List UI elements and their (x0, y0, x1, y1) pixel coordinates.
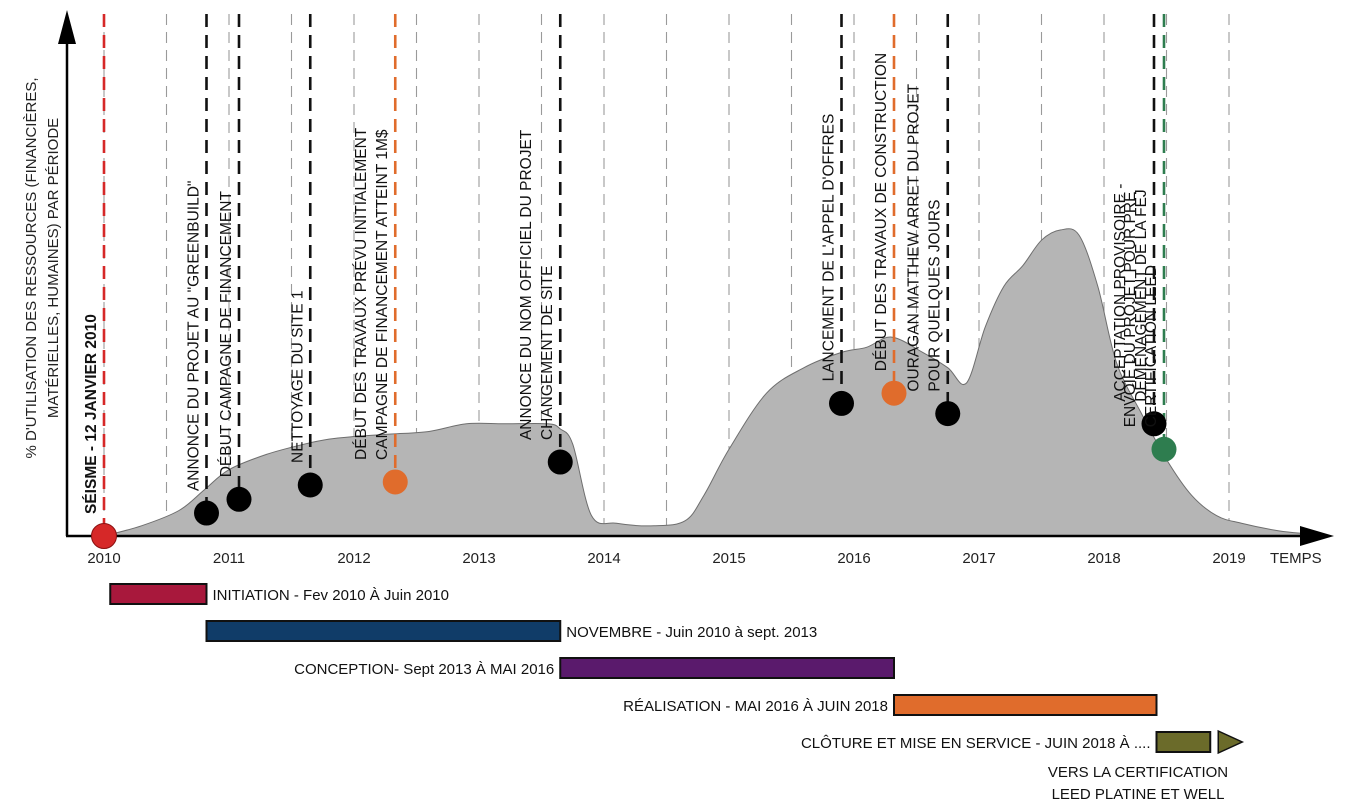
phase-arrow (1217, 729, 1245, 755)
phase-bar (1155, 731, 1212, 753)
event-marker (194, 500, 219, 526)
event-label: OURAGAN MATTHEW ARRET DU PROJET (906, 83, 923, 391)
phase-label: CONCEPTION- Sept 2013 À MAI 2016 (294, 661, 554, 678)
phase-label: NOVEMBRE - Juin 2010 à sept. 2013 (566, 624, 817, 641)
x-tick-label: 2019 (1212, 550, 1245, 567)
phase-bar (205, 620, 562, 642)
final-note-line: LEED PLATINE ET WELL (1052, 786, 1225, 803)
event-marker (382, 469, 408, 495)
phase-label: RÉALISATION - MAI 2016 À JUIN 2018 (623, 698, 888, 715)
event-label: ANNONCE DU PROJET AU "GREENBUILD" (186, 181, 203, 491)
phase-bar (559, 657, 895, 679)
event-marker (547, 449, 573, 475)
phase-bar (893, 694, 1158, 716)
event-label: CHANGEMENT DE SITE (539, 266, 556, 441)
event-label: SÉISME - 12 JANVIER 2010 (83, 314, 100, 514)
event-marker (881, 380, 907, 406)
event-label: ENVOIE DU PROJET POUR PRÉ (1122, 192, 1139, 428)
final-note: VERS LA CERTIFICATION LEED PLATINE ET WEL… (1048, 764, 1228, 803)
event-label: DÉBUT DES TRAVAUX DE CONSTRUCTION (873, 53, 890, 371)
event-marker (226, 486, 252, 512)
y-axis-label-line: MATÉRIELLES, HUMAINES) PAR PÉRIODE (45, 118, 62, 418)
event-marker (91, 523, 117, 549)
event-lines (102, 14, 1166, 536)
event-marker (829, 390, 854, 416)
event-marker (1141, 411, 1167, 437)
x-axis-label: TEMPS (1270, 550, 1322, 567)
resource-usage-area (103, 228, 1305, 537)
x-tick-label: 2010 (87, 550, 120, 567)
phase-label: CLÔTURE ET MISE EN SERVICE - JUIN 2018 À… (801, 735, 1151, 752)
event-label: LANCEMENT DE L'APPEL D'OFFRES (821, 114, 838, 382)
x-tick-label: 2011 (213, 550, 245, 567)
x-tick-label: 2017 (962, 550, 995, 567)
x-tick-label: 2015 (712, 550, 745, 567)
final-note-line: VERS LA CERTIFICATION (1048, 764, 1228, 781)
x-tick-label: 2016 (837, 550, 870, 567)
y-axis-label-line: % D'UTILISATION DES RESSOURCES (FINANCIÈ… (23, 78, 40, 459)
event-label: DÉMÉNAGEMENT DE LA FEJ (1133, 189, 1150, 401)
event-marker (935, 401, 961, 427)
y-axis-label: % D'UTILISATION DES RESSOURCES (FINANCIÈ… (23, 78, 62, 459)
event-label: CAMPAGNE DE FINANCEMENT ATTEINT 1M$ (374, 129, 391, 460)
event-label: CERTIFICATION LEED (1143, 265, 1160, 427)
y-axis-arrow (58, 10, 76, 44)
x-axis-arrow (1300, 526, 1334, 546)
phase-label: INITIATION - Fev 2010 À Juin 2010 (213, 587, 449, 604)
x-tick-label: 2012 (337, 550, 370, 567)
x-tick-label: 2018 (1087, 550, 1120, 567)
event-label: DÉBUT CAMPAGNE DE FINANCEMENT (218, 191, 235, 478)
event-label: NETTOYAGE DU SITE 1 (289, 290, 306, 463)
x-tick-label: 2013 (462, 550, 495, 567)
x-tick-label: 2014 (587, 550, 620, 567)
event-marker (1151, 436, 1177, 462)
event-labels: SÉISME - 12 JANVIER 2010 ANNONCE DU PROJE… (83, 53, 1160, 514)
event-marker (297, 472, 323, 498)
event-label: POUR QUELQUES JOURS (927, 200, 944, 392)
x-tick-labels: 2010 2011 2012 2013 2014 2015 2016 2017 2018 2019 (87, 550, 1245, 567)
phase-bars: INITIATION - Fev 2010 À Juin 2010 NOVEMBR… (109, 583, 1245, 755)
phase-bar (109, 583, 208, 605)
axes (58, 10, 1334, 546)
event-label: ANNONCE DU NOM OFFICIEL DU PROJET (518, 129, 535, 440)
event-label: ACCEPTATION PROVISOIRE - (1112, 184, 1129, 402)
event-label: DÉBUT DES TRAVAUX PRÉVU INITIALEMENT (353, 127, 370, 460)
event-markers (91, 380, 1177, 549)
